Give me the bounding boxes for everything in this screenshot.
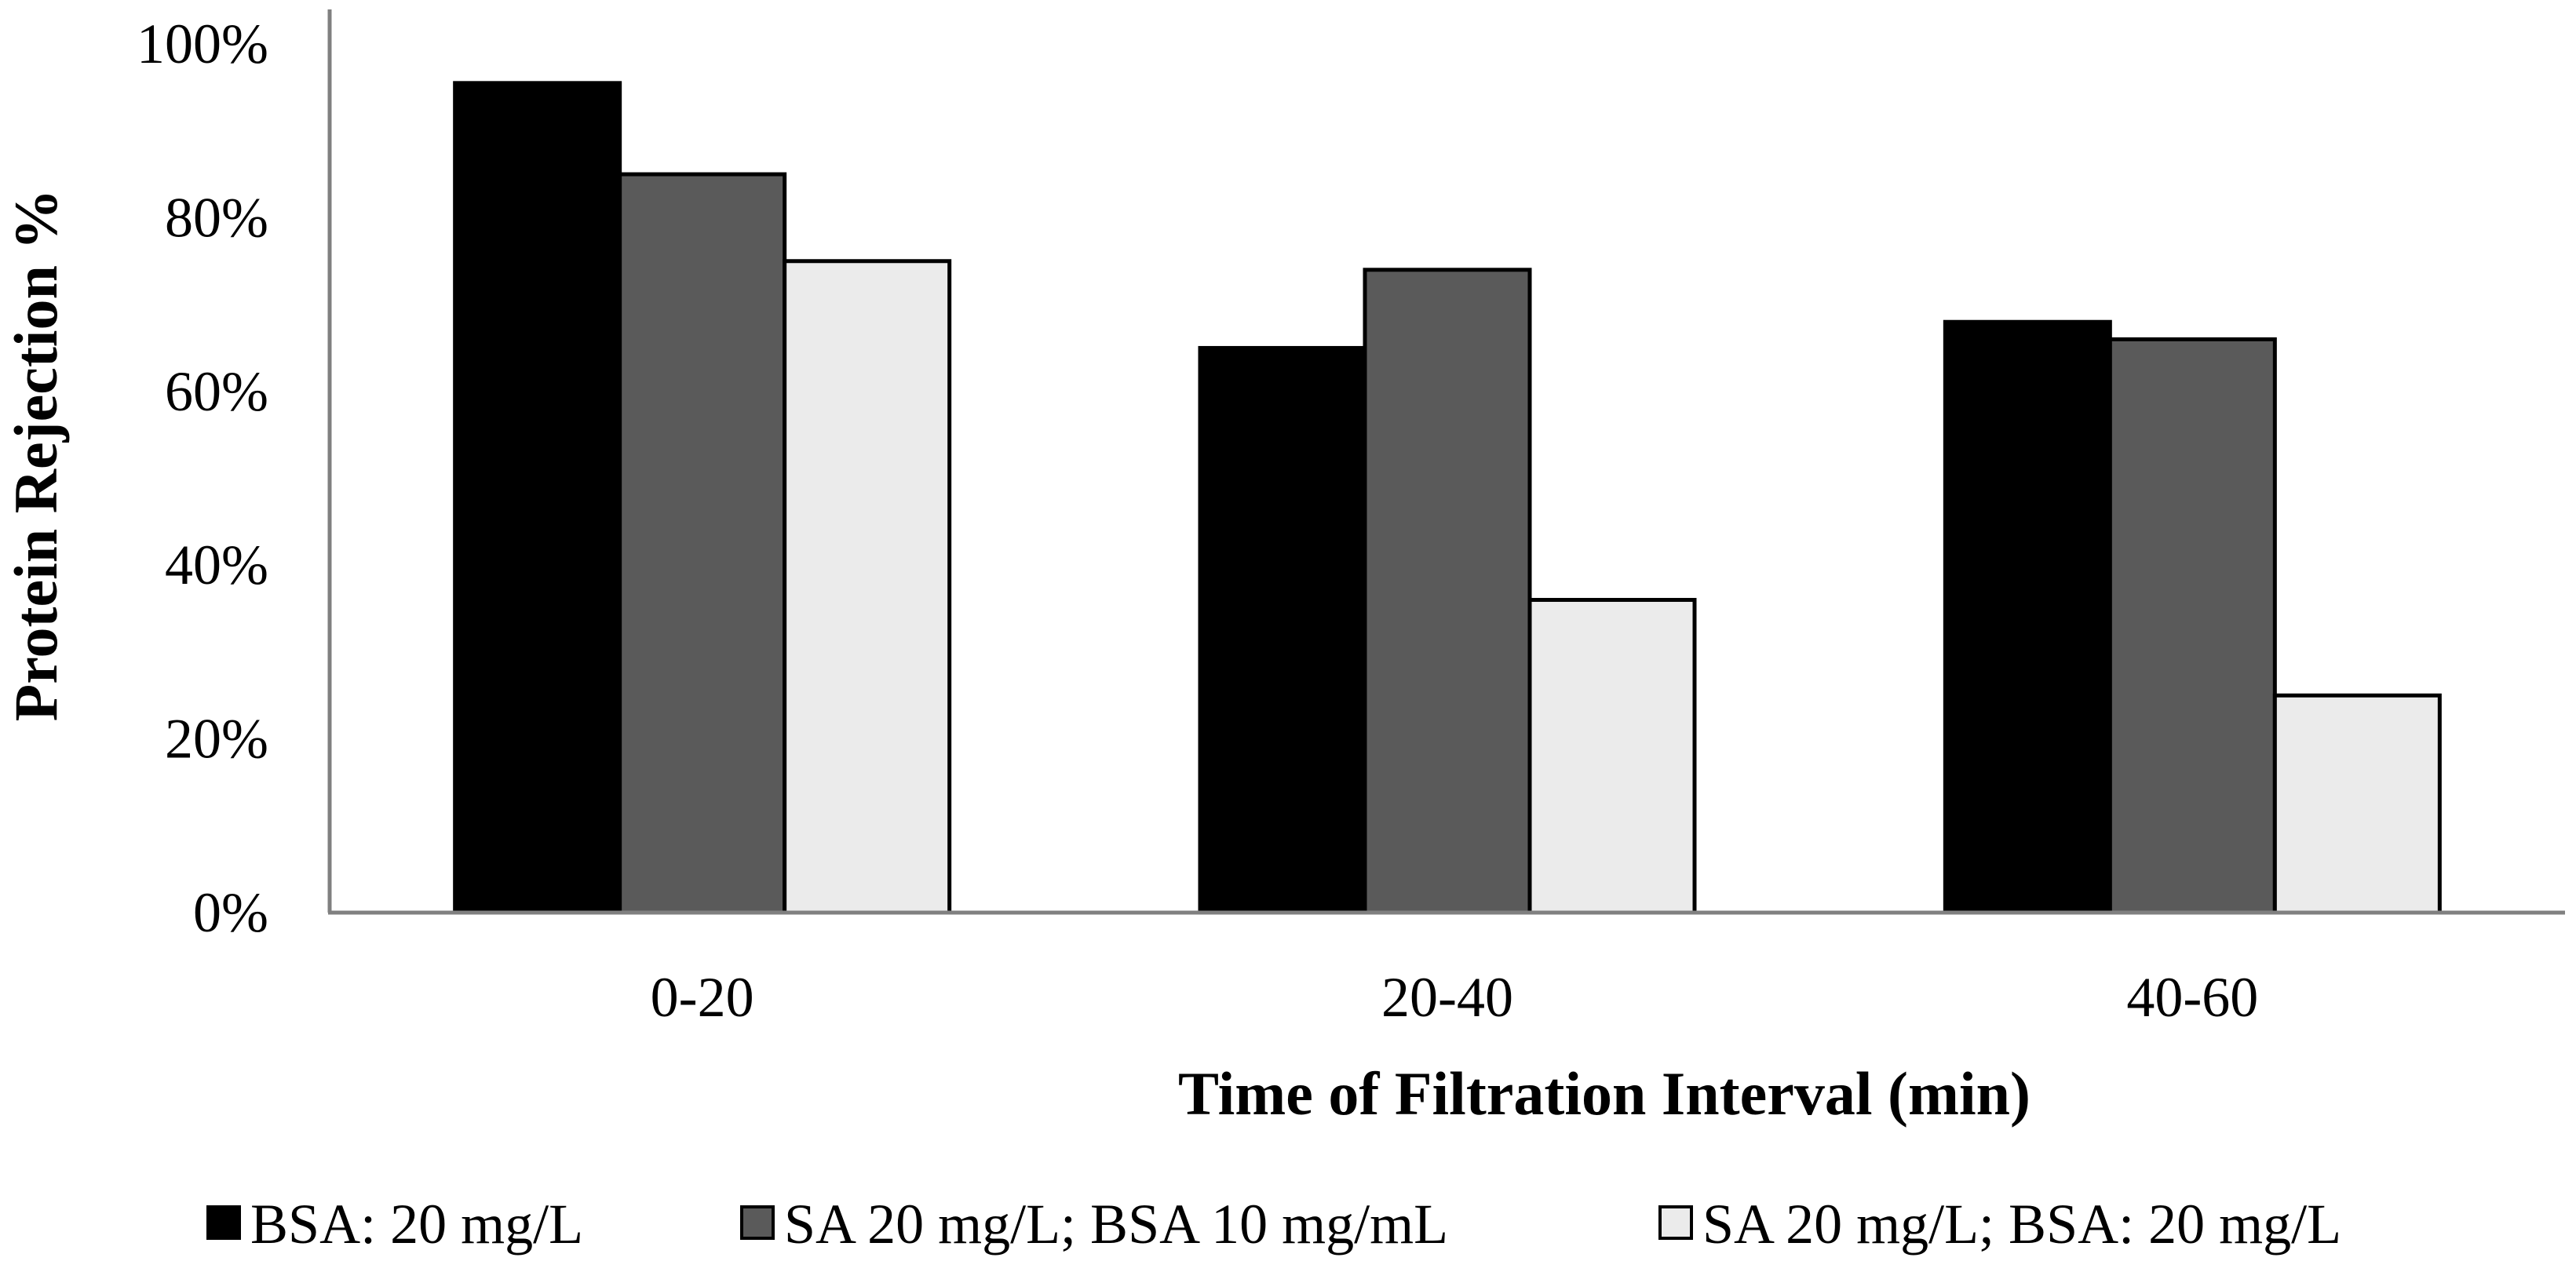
y-axis: 0% 20% 40% 60% 80% 100% (137, 9, 332, 944)
y-tick-label: 60% (165, 360, 268, 423)
legend-item-1: BSA: 20 mg/L (206, 1193, 583, 1256)
y-tick-label: 100% (137, 13, 268, 75)
legend-swatch (1658, 1205, 1693, 1240)
legend-swatch (740, 1205, 775, 1240)
y-tick-label: 0% (193, 881, 268, 944)
x-axis: 0-20 20-40 40-60 (328, 910, 2565, 1029)
legend-item-2: SA 20 mg/L; BSA 10 mg/mL (740, 1193, 1448, 1256)
bar-20-40-series-1 (1198, 345, 1367, 915)
y-tick-label: 20% (165, 708, 268, 771)
bars (453, 81, 2442, 915)
bar-0-20-series-1 (453, 81, 622, 915)
bar-40-60-series-1 (1943, 319, 2112, 915)
bar-20-40-series-2 (1363, 268, 1532, 915)
bar-0-20-series-2 (618, 172, 787, 915)
x-tick-label: 20-40 (1381, 966, 1513, 1029)
y-tick-label: 40% (165, 534, 268, 596)
x-axis-title: Time of Filtration Interval (min) (1178, 1059, 2031, 1128)
legend-swatch (206, 1205, 241, 1240)
y-tick-label: 80% (165, 186, 268, 249)
bar-40-60-series-2 (2107, 337, 2277, 915)
legend: BSA: 20 mg/L SA 20 mg/L; BSA 10 mg/mL SA 2… (206, 1193, 2341, 1256)
bar-0-20-series-3 (783, 259, 952, 915)
legend-label: SA 20 mg/L; BSA 10 mg/mL (784, 1193, 1448, 1256)
legend-label: SA 20 mg/L; BSA: 20 mg/L (1702, 1193, 2341, 1256)
legend-item-3: SA 20 mg/L; BSA: 20 mg/L (1658, 1193, 2341, 1256)
x-tick-label: 40-60 (2126, 966, 2258, 1029)
y-axis-title: Protein Rejection % (2, 189, 70, 722)
bar-40-60-series-3 (2272, 693, 2442, 915)
bar-20-40-series-3 (1527, 597, 1697, 915)
legend-label: BSA: 20 mg/L (250, 1193, 583, 1256)
x-tick-label: 0-20 (651, 966, 754, 1029)
